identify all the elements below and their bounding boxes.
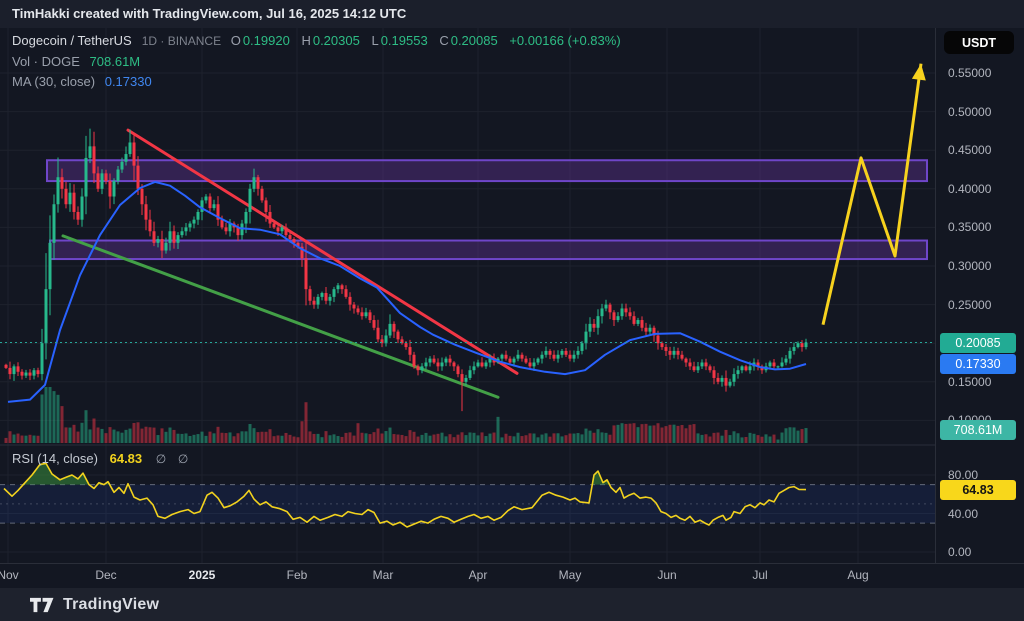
price-tick-label: 0.35000 bbox=[948, 220, 992, 235]
rsi-legend: RSI (14, close) 64.83 ∅ ∅ bbox=[12, 451, 188, 466]
candles bbox=[4, 128, 808, 412]
rsi-label[interactable]: RSI (14, close) bbox=[12, 451, 98, 466]
trendline bbox=[126, 128, 519, 375]
open-label: O bbox=[230, 33, 241, 48]
volume-legend: Vol · DOGE 708.61M bbox=[12, 54, 140, 69]
time-tick-label: May bbox=[558, 568, 582, 582]
ohlc-values: O 0.19920 H 0.20305 L 0.19553 C 0.20085 +0.0… bbox=[231, 33, 623, 48]
footer-bar: TradingView bbox=[0, 588, 1024, 621]
change-value: +0.00166 (+0.83%) bbox=[509, 33, 621, 48]
high-label: H bbox=[301, 33, 311, 48]
ma30-line bbox=[7, 180, 807, 403]
open-value: 0.19920 bbox=[242, 33, 290, 48]
time-tick-label: Jun bbox=[657, 568, 677, 582]
price-tag: 0.17330 bbox=[940, 353, 1016, 374]
rsi-empty-icon: ∅ bbox=[155, 452, 167, 466]
volume-bars bbox=[4, 387, 808, 443]
watermark: TimHakki created with TradingView.com, J… bbox=[0, 0, 1024, 28]
tradingview-brand[interactable]: TradingView bbox=[63, 595, 160, 613]
trendline bbox=[61, 234, 500, 399]
time-scale[interactable]: Nov Dec 2025 Feb Mar Apr May Jun Jul Aug bbox=[0, 563, 1024, 589]
close-value: 0.20085 bbox=[450, 33, 498, 48]
price-chart[interactable] bbox=[0, 28, 935, 563]
time-tick-label: Feb bbox=[286, 568, 308, 582]
ma-value: 0.17330 bbox=[104, 74, 152, 89]
close-label: C bbox=[439, 33, 449, 48]
price-tick-label: 0.55000 bbox=[948, 66, 992, 80]
rsi-value: 64.83 bbox=[109, 451, 143, 466]
rsi-tag: 64.83 bbox=[940, 479, 1016, 500]
price-scale[interactable]: USDT 0.55000 0.50000 0.45000 0.40000 0.35000… bbox=[935, 28, 1024, 563]
ma-label[interactable]: MA (30, close) bbox=[12, 74, 96, 89]
rsi-tick-label: 0.00 bbox=[948, 545, 972, 559]
price-tick-label: 0.45000 bbox=[948, 143, 992, 158]
price-tick-label: 0.30000 bbox=[948, 259, 992, 273]
ma-legend: MA (30, close) 0.17330 bbox=[12, 74, 152, 89]
rsi-line bbox=[3, 462, 807, 528]
rsi-empty-icon: ∅ bbox=[177, 452, 189, 466]
rsi-tick-label: 80.00 bbox=[948, 468, 979, 482]
price-tag: 0.20085 bbox=[940, 332, 1016, 353]
time-tick-label: Apr bbox=[468, 568, 488, 582]
low-label: L bbox=[371, 33, 379, 48]
time-tick-label: Nov bbox=[0, 568, 19, 582]
gridlines bbox=[0, 28, 935, 563]
time-tick-label: Aug bbox=[847, 568, 869, 582]
price-tick-label: 0.40000 bbox=[948, 181, 992, 196]
low-value: 0.19553 bbox=[380, 33, 428, 48]
symbol-legend: Dogecoin / TetherUS 1D · BINANCE O 0.19920… bbox=[12, 33, 623, 48]
volume-tag: 708.61M bbox=[940, 420, 1016, 440]
time-tick-label: Dec bbox=[95, 568, 117, 582]
time-tick-label: 2025 bbox=[188, 568, 216, 582]
volume-value: 708.61M bbox=[89, 54, 141, 69]
supply-zone bbox=[46, 159, 928, 183]
supply-zone bbox=[49, 239, 928, 261]
high-value: 0.20305 bbox=[312, 33, 360, 48]
rsi-tick-label: 40.00 bbox=[948, 506, 979, 521]
volume-label[interactable]: Vol · DOGE bbox=[12, 54, 80, 69]
price-tick-label: 0.25000 bbox=[948, 297, 992, 312]
time-tick-label: Mar bbox=[372, 568, 394, 582]
price-tick-label: 0.50000 bbox=[948, 104, 992, 119]
projection-arrowhead bbox=[911, 63, 926, 81]
price-tick-label: 0.15000 bbox=[948, 374, 992, 389]
projection-line bbox=[821, 63, 923, 326]
time-tick-label: Jul bbox=[752, 568, 768, 582]
currency-toggle-button[interactable]: USDT bbox=[944, 31, 1014, 54]
symbol-title[interactable]: Dogecoin / TetherUS bbox=[12, 33, 132, 48]
tradingview-logo-icon[interactable] bbox=[30, 597, 54, 613]
rsi-overbought-fill bbox=[23, 463, 89, 485]
symbol-meta: 1D · BINANCE bbox=[141, 34, 222, 48]
